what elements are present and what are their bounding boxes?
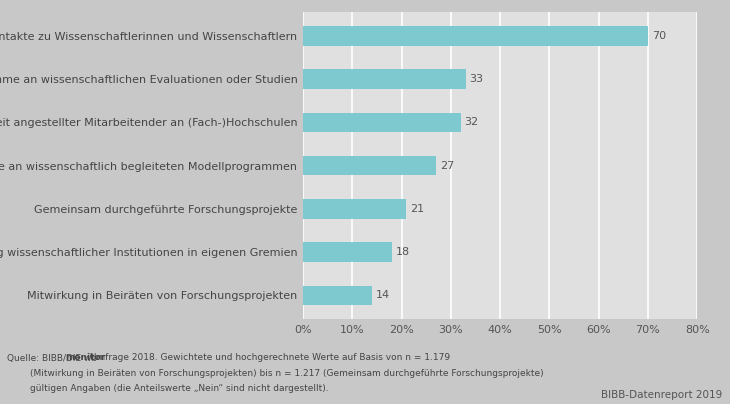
Bar [303,69,466,89]
Text: 27: 27 [440,161,454,170]
Bar [303,113,461,132]
Text: 18: 18 [396,247,410,257]
Text: 14: 14 [376,290,390,301]
Text: 21: 21 [410,204,424,214]
Bar [303,286,372,305]
Text: 32: 32 [464,118,479,127]
Text: 33: 33 [469,74,483,84]
Text: gültigen Angaben (die Anteilswerte „Nein“ sind nicht dargestellt).: gültigen Angaben (die Anteilswerte „Nein… [7,384,329,393]
Bar [303,242,392,262]
Bar [303,26,648,46]
Text: Umfrage 2018. Gewichtete und hochgerechnete Werte auf Basis von n = 1.179: Umfrage 2018. Gewichtete und hochgerechn… [87,354,450,362]
Text: (Mitwirkung in Beiräten von Forschungsprojekten) bis n = 1.217 (Gemeinsam durchg: (Mitwirkung in Beiräten von Forschungspr… [7,369,544,378]
Bar [303,199,407,219]
Text: BIBB-Datenreport 2019: BIBB-Datenreport 2019 [602,390,723,400]
Text: Quelle: BIBB/DIE wb: Quelle: BIBB/DIE wb [7,354,97,362]
Text: monitor: monitor [66,354,106,362]
Bar [303,156,436,175]
Text: 70: 70 [652,31,666,41]
